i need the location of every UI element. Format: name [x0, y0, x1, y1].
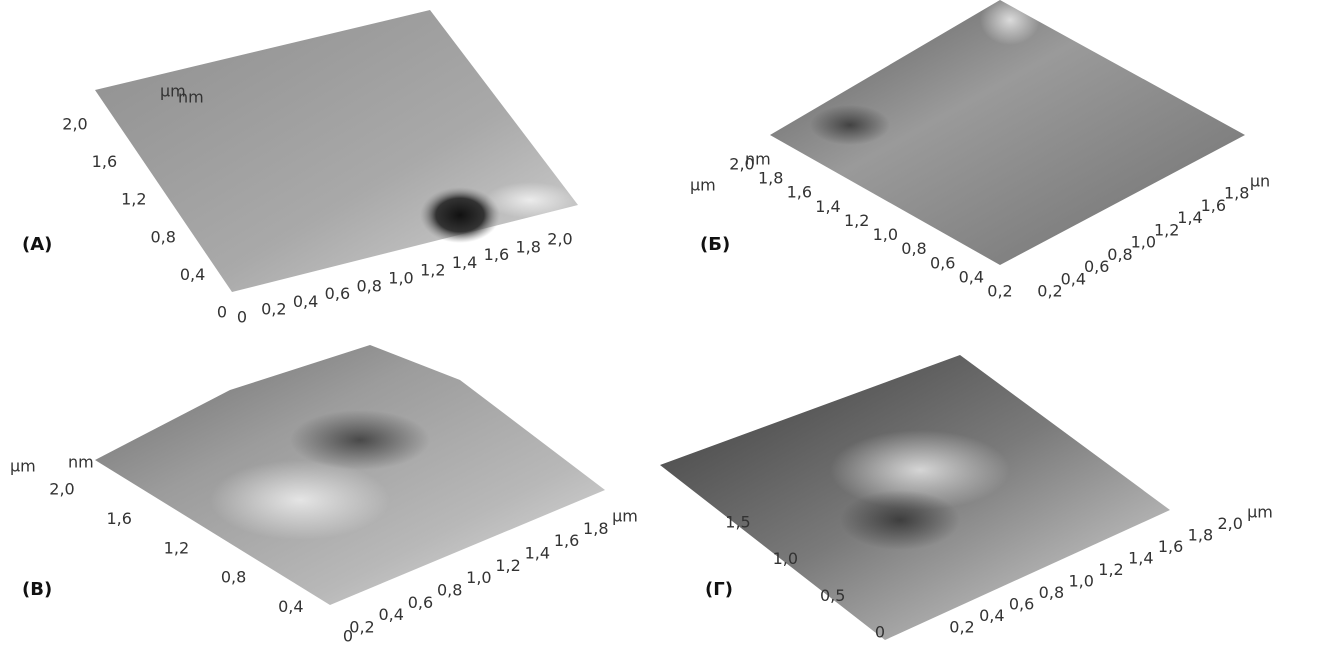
bottom-tick-label: 1,4	[525, 544, 550, 563]
bottom-tick-label: 0,2	[261, 300, 286, 319]
highlight	[485, 182, 575, 218]
bottom-tick-label: 0,6	[325, 284, 350, 303]
bottom-tick-label: 1,8	[1224, 184, 1249, 203]
bottom-tick-label: 1,2	[420, 261, 445, 280]
surfaces	[95, 0, 1245, 640]
bottom-tick-label: 1,0	[1068, 572, 1093, 591]
left-tick-label: 1,2	[844, 211, 869, 230]
bottom-tick-label: 0,4	[1061, 269, 1086, 288]
bottom-tick-label: 0,6	[1009, 595, 1034, 614]
bottom-tick-label: 2,0	[547, 230, 572, 249]
left-tick-label: 0,8	[221, 568, 246, 587]
left-tick-label: 1,2	[121, 190, 146, 209]
unit-label: nm	[68, 453, 94, 472]
bottom-tick-label: 1,4	[1177, 208, 1202, 227]
left-tick-label: 1,0	[773, 549, 798, 568]
bottom-tick-label: 0,6	[1084, 257, 1109, 276]
bottom-tick-label: 1,8	[1188, 526, 1213, 545]
highlight	[1090, 420, 1150, 460]
left-tick-label: 1,8	[758, 169, 783, 188]
shade	[840, 490, 960, 550]
bottom-tick-label: µn	[1250, 172, 1270, 191]
unit-label: µm	[10, 457, 36, 476]
left-tick-label: 1,5	[725, 513, 750, 532]
bottom-tick-label: 1,8	[515, 237, 540, 256]
bottom-tick-label: 0,4	[979, 606, 1004, 625]
bottom-tick-label: 0,8	[437, 581, 462, 600]
bottom-tick-label: 0,4	[293, 292, 318, 311]
shade	[810, 105, 890, 145]
bottom-tick-label: 1,6	[1158, 537, 1183, 556]
bottom-tick-label: 0,2	[1037, 282, 1062, 301]
bottom-tick-label: 1,0	[466, 568, 491, 587]
bottom-tick-label: 0,8	[1039, 583, 1064, 602]
left-tick-label: 1,6	[787, 183, 812, 202]
bottom-tick-label: 0,2	[949, 618, 974, 637]
left-tick-label: 1,6	[92, 152, 117, 171]
left-tick-label: 0,5	[820, 586, 845, 605]
bottom-tick-label: 1,0	[388, 269, 413, 288]
left-tick-label: 0,6	[930, 253, 955, 272]
unit-label: nm	[178, 88, 204, 107]
bottom-tick-label: 2,0	[1217, 514, 1242, 533]
panel-label: (Г)	[705, 579, 733, 600]
left-tick-label: 0,8	[150, 227, 175, 246]
bottom-tick-label: 1,6	[484, 245, 509, 264]
left-tick-label: 0,4	[180, 265, 205, 284]
left-tick-label: 0	[217, 303, 227, 322]
left-tick-label: 0,4	[959, 267, 984, 286]
left-tick-label: 1,2	[164, 538, 189, 557]
panel-label: (A)	[22, 234, 52, 255]
left-tick-label: 1,6	[106, 509, 131, 528]
bottom-tick-label: 0,6	[408, 593, 433, 612]
bottom-tick-label: 0	[237, 308, 247, 327]
left-tick-label: 2,0	[62, 115, 87, 134]
bottom-tick-label: 1,4	[452, 253, 477, 272]
bottom-tick-label: 0,8	[1107, 245, 1132, 264]
left-tick-label: 0	[875, 623, 885, 642]
panel-label: (В)	[22, 579, 52, 600]
bottom-tick-label: 1,0	[1131, 233, 1156, 252]
bottom-tick-label: 1,2	[1154, 220, 1179, 239]
unit-label: µm	[690, 176, 716, 195]
bottom-tick-label: 0,4	[378, 605, 403, 624]
bottom-tick-label: 1,6	[1201, 196, 1226, 215]
left-tick-label: 2,0	[49, 480, 74, 499]
bottom-tick-label: 1,2	[495, 556, 520, 575]
bottom-tick-label: 1,6	[554, 531, 579, 550]
left-tick-label: 1,0	[873, 225, 898, 244]
left-tick-label: 0,2	[987, 282, 1012, 301]
left-tick-label: 2,0	[729, 155, 754, 174]
bottom-tick-label: 0,2	[349, 618, 374, 637]
bottom-tick-label: µm	[612, 507, 638, 526]
left-tick-label: 0,4	[278, 597, 303, 616]
figure: (A)µmnm2,01,61,20,80,4000,20,40,60,81,01…	[0, 0, 1317, 651]
bottom-tick-label: µm	[1247, 503, 1273, 522]
bottom-tick-label: 1,2	[1098, 560, 1123, 579]
panel-label: (Б)	[700, 234, 730, 255]
bottom-tick-label: 0,8	[356, 276, 381, 295]
left-tick-label: 0,8	[901, 239, 926, 258]
bottom-tick-label: 1,8	[583, 519, 608, 538]
left-tick-label: 1,4	[815, 197, 840, 216]
highlight	[210, 460, 390, 540]
bottom-tick-label: 1,4	[1128, 549, 1153, 568]
